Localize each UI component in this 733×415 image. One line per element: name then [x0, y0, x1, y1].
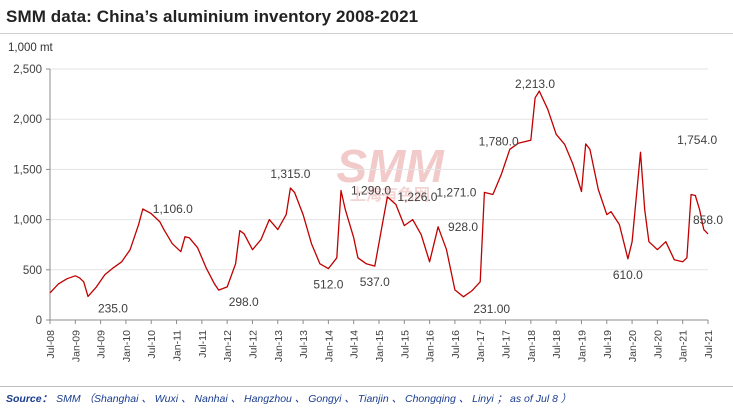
data-label: 858.0 — [693, 213, 723, 227]
x-tick-label: Jan-10 — [121, 330, 133, 362]
x-tick-label: Jul-15 — [399, 330, 411, 359]
y-tick-label: 500 — [23, 265, 42, 277]
data-label: 298.0 — [229, 295, 259, 309]
data-label: 928.0 — [448, 220, 478, 234]
x-tick-label: Jan-14 — [323, 330, 335, 362]
watermark-logo: SMM 上海有色网 — [336, 140, 445, 204]
x-tick-label: Jul-11 — [197, 330, 209, 358]
chart-title: SMM data: China’s aluminium inventory 20… — [6, 7, 419, 26]
data-label: 512.0 — [313, 278, 343, 292]
data-label: 231.00 — [473, 302, 510, 316]
grid-lines — [50, 68, 708, 271]
data-label: 1,271.0 — [436, 185, 476, 199]
y-axis-unit-label: 1,000 mt — [8, 42, 53, 54]
title-divider — [0, 33, 733, 34]
source-text: SMM （Shanghai 、 Wuxi 、 Nanhai 、 Hangzhou… — [56, 393, 572, 405]
y-axis-ticks: 0 500 1,000 1,500 2,000 2,500 — [13, 64, 50, 327]
x-tick-label: Jan-19 — [576, 330, 588, 362]
x-tick-label: Jan-18 — [526, 330, 538, 362]
x-tick-label: Jul-12 — [247, 330, 259, 359]
data-label: 1,106.0 — [153, 202, 193, 216]
x-axis-ticks: Jul-08 Jan-09 Jul-09 Jan-10 Jul-10 Jan-11 Jul-… — [45, 320, 715, 362]
x-tick-label: Jan-21 — [678, 330, 690, 362]
y-tick-label: 2,000 — [13, 114, 42, 126]
data-label: 610.0 — [613, 268, 643, 282]
x-tick-label: Jan-09 — [70, 330, 82, 362]
data-label: 1,780.0 — [479, 134, 519, 148]
x-tick-label: Jan-17 — [475, 330, 487, 362]
series-group — [49, 90, 709, 298]
x-tick-label: Jul-20 — [652, 330, 664, 359]
x-tick-label: Jul-08 — [45, 330, 57, 359]
x-tick-label: Jul-09 — [96, 330, 108, 359]
data-label: 1,290.0 — [351, 183, 391, 197]
x-tick-label: Jul-16 — [450, 330, 462, 359]
data-label: 537.0 — [360, 275, 390, 289]
y-tick-label: 1,000 — [13, 215, 42, 227]
x-tick-label: Jan-12 — [222, 330, 234, 362]
x-tick-label: Jan-13 — [273, 330, 285, 362]
data-label: 1,226.0 — [397, 190, 437, 204]
watermark-logo-text: SMM — [336, 140, 445, 192]
series-line — [49, 90, 709, 298]
x-tick-label: Jul-14 — [349, 330, 361, 359]
data-labels: 235.0 1,106.0 298.0 1,315.0 512.0 1,290.0 537.… — [98, 77, 723, 316]
data-label: 235.0 — [98, 301, 128, 315]
y-tick-label: 2,500 — [13, 64, 42, 76]
x-tick-label: Jul-10 — [146, 330, 158, 359]
line-chart: SMM 上海有色网 0 500 1,000 1,500 2,000 2,500 Jul-0… — [13, 64, 723, 362]
data-label: 1,754.0 — [677, 133, 717, 147]
y-tick-label: 0 — [36, 315, 42, 327]
source-divider — [0, 386, 733, 387]
source-note: Source： SMM （Shanghai 、 Wuxi 、 Nanhai 、 H… — [6, 391, 571, 406]
x-tick-label: Jan-20 — [627, 330, 639, 362]
x-tick-label: Jul-13 — [298, 330, 310, 359]
x-tick-label: Jul-21 — [703, 330, 715, 359]
x-tick-label: Jul-17 — [501, 330, 513, 359]
data-label: 2,213.0 — [515, 77, 555, 91]
watermark-sub-text: 上海有色网 — [350, 185, 430, 204]
x-tick-label: Jan-11 — [172, 330, 184, 361]
x-tick-label: Jul-18 — [551, 330, 563, 359]
y-tick-label: 1,500 — [13, 164, 42, 176]
x-tick-label: Jan-16 — [425, 330, 437, 362]
x-tick-label: Jul-19 — [602, 330, 614, 359]
data-label: 1,315.0 — [270, 167, 310, 181]
source-label: Source： — [6, 393, 53, 405]
x-tick-label: Jan-15 — [374, 330, 386, 362]
